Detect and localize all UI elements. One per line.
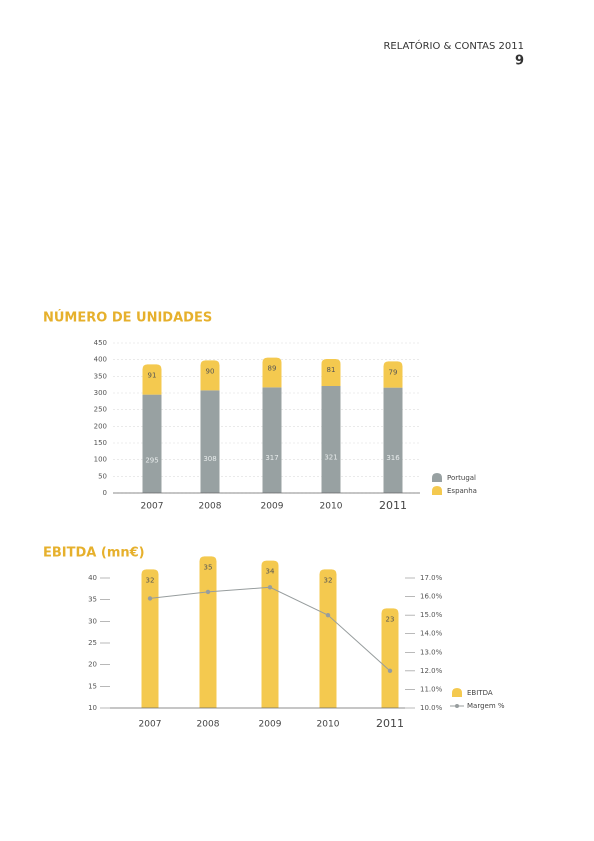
x-tick-label: 2011 [379, 499, 407, 512]
line-point [325, 612, 331, 618]
bar [262, 387, 282, 493]
bar [200, 360, 220, 391]
bar [319, 569, 337, 708]
legend-swatch [452, 688, 462, 697]
y2-tick-label: 14.0% [420, 630, 443, 638]
data-label: 90 [206, 367, 215, 375]
header-title: RELATÓRIO & CONTAS 2011 [383, 39, 524, 52]
y-tick-label: 0 [103, 489, 107, 497]
y-tick-label: 350 [94, 372, 107, 380]
x-tick-label: 2008 [197, 720, 220, 730]
bar [321, 359, 341, 386]
x-tick-label: 2008 [199, 502, 222, 512]
bar [142, 364, 162, 395]
line-point [387, 668, 393, 674]
bar [141, 569, 159, 708]
y-tick-label: 400 [94, 356, 107, 364]
line-point [267, 585, 273, 590]
data-label: 81 [327, 366, 336, 374]
data-label: 316 [386, 454, 400, 462]
x-tick-label: 2007 [139, 720, 162, 730]
data-label: 295 [145, 457, 158, 465]
data-label: 23 [386, 615, 395, 623]
bar [199, 556, 217, 708]
bar [200, 390, 220, 493]
y-tick-label: 150 [94, 439, 107, 447]
bar [321, 386, 341, 493]
y-tick-label: 250 [94, 406, 107, 414]
data-label: 32 [324, 576, 333, 584]
line-point [147, 596, 153, 601]
bar [142, 394, 162, 493]
y-tick-label: 30 [88, 617, 97, 625]
y-tick-label: 450 [94, 339, 107, 347]
chart-title: EBITDA (mn€) [43, 546, 145, 561]
y-tick-label: 200 [94, 422, 107, 430]
y2-tick-label: 15.0% [420, 611, 443, 619]
data-label: 321 [324, 454, 337, 462]
bar [261, 560, 279, 708]
x-tick-label: 2010 [317, 720, 340, 730]
data-label: 91 [148, 371, 157, 379]
x-tick-label: 2007 [141, 502, 164, 512]
data-label: 35 [204, 563, 213, 571]
y-tick-label: 10 [88, 704, 97, 712]
legend-swatch [432, 473, 442, 482]
y-tick-label: 40 [88, 574, 97, 582]
y2-tick-label: 10.0% [420, 704, 443, 712]
y2-tick-label: 13.0% [420, 648, 443, 656]
bar [383, 387, 403, 493]
y-tick-label: 300 [94, 389, 107, 397]
legend-label: EBITDA [467, 689, 493, 697]
data-label: 79 [389, 368, 398, 376]
data-label: 32 [146, 576, 155, 584]
page-number: 9 [515, 54, 524, 69]
data-label: 317 [265, 454, 278, 462]
legend-swatch [455, 704, 459, 708]
y2-tick-label: 16.0% [420, 593, 443, 601]
y2-tick-label: 17.0% [420, 574, 443, 582]
x-tick-label: 2009 [261, 502, 284, 512]
y2-tick-label: 12.0% [420, 667, 443, 675]
data-label: 308 [203, 455, 216, 463]
y2-tick-label: 11.0% [420, 685, 443, 693]
line-point [205, 589, 211, 595]
bar [262, 357, 282, 388]
data-label: 34 [266, 568, 275, 576]
y-tick-label: 100 [94, 456, 107, 464]
data-label: 89 [268, 365, 277, 373]
legend-swatch [432, 486, 442, 495]
bar [383, 361, 403, 388]
y-tick-label: 15 [88, 682, 97, 690]
y-tick-label: 50 [98, 472, 107, 480]
y-tick-label: 20 [88, 661, 97, 669]
bar [381, 608, 399, 708]
legend-label: Portugal [447, 474, 476, 482]
x-tick-label: 2010 [320, 502, 343, 512]
x-tick-label: 2011 [376, 717, 404, 730]
legend-label: Margem % [467, 702, 505, 710]
legend-label: Espanha [447, 487, 477, 495]
y-tick-label: 25 [88, 639, 97, 647]
x-tick-label: 2009 [259, 720, 282, 730]
chart-title: NÚMERO DE UNIDADES [43, 310, 212, 326]
y-tick-label: 35 [88, 596, 97, 604]
